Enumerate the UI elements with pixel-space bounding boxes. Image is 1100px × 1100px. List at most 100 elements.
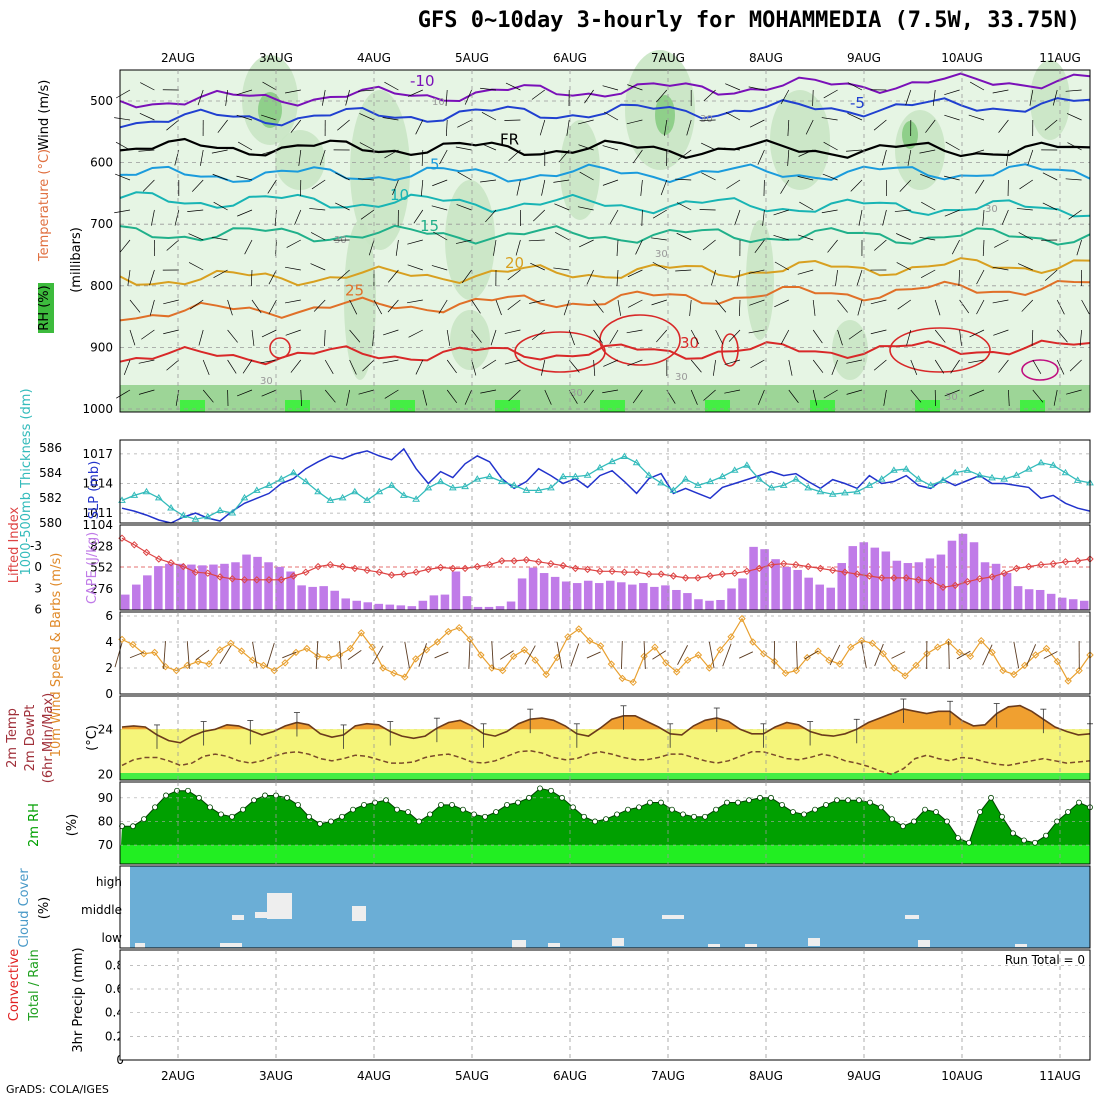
lifted-marker xyxy=(939,583,947,592)
wind-barb xyxy=(797,234,814,241)
rh2m-marker xyxy=(416,818,422,825)
wind-barb xyxy=(566,119,570,136)
lifted-marker xyxy=(1037,560,1045,569)
wind-barb xyxy=(678,149,692,160)
wind-barb xyxy=(919,236,936,241)
wind-barb xyxy=(408,329,423,338)
cape-bar xyxy=(815,584,824,610)
wind-barb xyxy=(1042,172,1058,181)
slp-tick: 1011 xyxy=(82,506,113,520)
lifted-marker xyxy=(142,548,151,557)
lifted-marker xyxy=(755,564,763,573)
wind-barb xyxy=(757,389,765,405)
wind-barb-10m xyxy=(1043,651,1058,659)
wind-barb xyxy=(774,299,789,308)
wind-barb xyxy=(1065,178,1082,181)
thickness-marker xyxy=(914,475,923,482)
thickness-marker xyxy=(706,477,715,485)
wind-barb xyxy=(290,359,302,373)
thickness-marker xyxy=(179,511,188,518)
lifted-tick: 6 xyxy=(34,603,42,617)
wind-barb xyxy=(382,359,399,364)
lifted-marker xyxy=(253,576,261,584)
wind-barb xyxy=(300,389,302,406)
wind-barb xyxy=(896,233,911,241)
lifted-marker xyxy=(265,576,273,584)
wind-barb xyxy=(294,209,302,225)
cape-bar xyxy=(881,551,891,610)
wind10m-panel: 0 2 4 6 xyxy=(105,609,1094,701)
rh2m-tick: 80 xyxy=(98,814,113,828)
rh2m-marker xyxy=(295,802,301,808)
wind-barb xyxy=(823,141,838,151)
wind-barb xyxy=(337,269,350,281)
ylabel-temp-unit: (°C) xyxy=(85,725,100,751)
cape-bar xyxy=(980,562,990,610)
wind-speed-marker xyxy=(357,629,366,637)
thickness-marker xyxy=(1012,471,1021,478)
thickness-marker xyxy=(142,487,151,495)
wind-barb xyxy=(480,389,497,394)
rh2m-marker xyxy=(988,794,994,801)
wind-barb xyxy=(310,263,326,271)
wind-barb-10m xyxy=(418,643,427,667)
rh2m-marker xyxy=(867,799,873,806)
wind-barb xyxy=(349,329,361,343)
wind-barb xyxy=(407,264,423,271)
day-label-top: 9AUG xyxy=(847,51,881,65)
wind-barb xyxy=(675,269,692,272)
wind-barb xyxy=(702,239,716,251)
cape-bar xyxy=(352,600,361,610)
wind-barb xyxy=(910,359,918,375)
cape-bar xyxy=(121,594,130,610)
wind-barb xyxy=(568,329,575,346)
cape-bar xyxy=(506,601,516,610)
wind-barb xyxy=(471,359,477,376)
rh2m-marker xyxy=(328,818,334,825)
precip-tick: 0.4 xyxy=(105,1006,124,1020)
wind-speed-marker xyxy=(444,627,453,636)
wind-barb xyxy=(993,329,1009,336)
wind-barb xyxy=(737,269,741,286)
wind-barb xyxy=(382,117,399,121)
wind-barb xyxy=(505,82,521,91)
cape-bar xyxy=(848,546,858,610)
lifted-marker xyxy=(1012,564,1021,573)
thickness-tick: 584 xyxy=(39,466,62,480)
lifted-marker xyxy=(669,572,678,580)
wind-barb xyxy=(445,119,448,136)
wind-barb xyxy=(420,179,424,196)
wind-speed-marker xyxy=(205,660,213,668)
thickness-marker xyxy=(743,461,751,468)
wind-barb xyxy=(406,299,423,304)
lifted-marker xyxy=(963,577,972,586)
cape-bar xyxy=(606,580,615,610)
rh-legend-swatch xyxy=(38,283,54,333)
wind-barb xyxy=(882,209,887,226)
rh-shade xyxy=(832,320,868,380)
wind-barb xyxy=(383,329,399,336)
wind-barb xyxy=(846,389,863,395)
wind-barb xyxy=(831,359,838,376)
wind-barb xyxy=(690,329,700,345)
wind-barb xyxy=(774,261,789,271)
wind-barb xyxy=(715,329,724,345)
pressure-tick: 1000 xyxy=(82,402,113,416)
isotherm-30-cell xyxy=(721,333,739,367)
wind-barb-10m xyxy=(339,641,342,669)
wind-speed-marker xyxy=(433,638,442,646)
wind-barb xyxy=(415,359,424,375)
lifted-marker xyxy=(1061,558,1070,566)
cape-bar xyxy=(771,559,780,610)
wind-barb xyxy=(1029,89,1034,106)
wind-barb xyxy=(907,149,912,166)
cloud-level-label: high xyxy=(96,875,122,889)
ylabel-temp: 2m Temp xyxy=(5,708,20,768)
pressure-tick: 600 xyxy=(90,156,113,170)
chart-title: GFS 0~10day 3-hourly for MOHAMMEDIA (7.5… xyxy=(417,8,1080,33)
wind-barb xyxy=(724,359,741,365)
wind-barb xyxy=(324,389,336,403)
slp-thickness-panel: 1011 1014 1017 580 582 584 586 1104 xyxy=(39,441,1094,532)
wind-barb xyxy=(788,359,793,376)
cape-bar xyxy=(407,606,417,610)
